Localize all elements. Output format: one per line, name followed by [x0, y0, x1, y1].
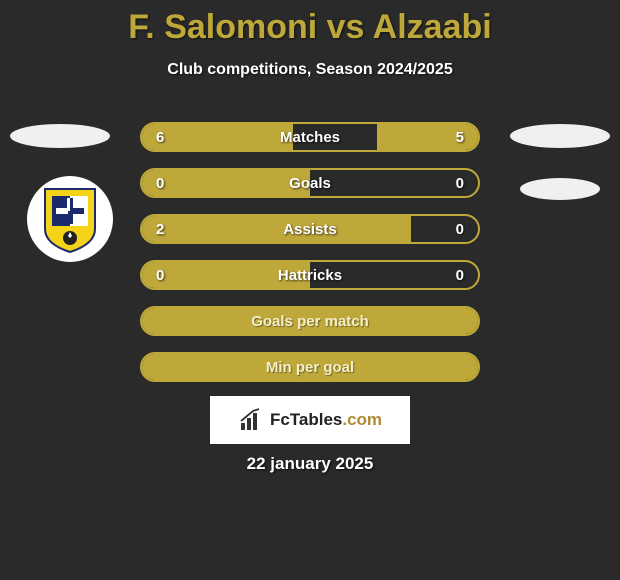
subtitle: Club competitions, Season 2024/2025	[0, 61, 620, 79]
branding-badge[interactable]: FcTables.com	[210, 396, 410, 444]
stat-label: Min per goal	[142, 354, 478, 380]
branding-text: FcTables.com	[270, 410, 382, 430]
stat-label: Goals	[142, 170, 478, 196]
club-right-badge	[520, 178, 600, 200]
stat-row: 00Goals	[140, 168, 480, 198]
stat-label: Assists	[142, 216, 478, 242]
page-title: F. Salomoni vs Alzaabi	[0, 0, 620, 47]
stat-label: Matches	[142, 124, 478, 150]
comparison-bars: 65Matches 00Goals 20Assists 00Hattricks Goal…	[140, 122, 480, 398]
player-left-avatar	[10, 124, 110, 148]
chart-icon	[238, 407, 264, 433]
stat-row: 00Hattricks	[140, 260, 480, 290]
player-right-avatar	[510, 124, 610, 148]
stat-row: 20Assists	[140, 214, 480, 244]
stat-label: Goals per match	[142, 308, 478, 334]
stat-row: Goals per match	[140, 306, 480, 336]
club-left-badge	[27, 176, 113, 262]
stat-row: Min per goal	[140, 352, 480, 382]
shield-icon	[40, 184, 100, 254]
stat-label: Hattricks	[142, 262, 478, 288]
stat-row: 65Matches	[140, 122, 480, 152]
date-label: 22 january 2025	[0, 454, 620, 474]
